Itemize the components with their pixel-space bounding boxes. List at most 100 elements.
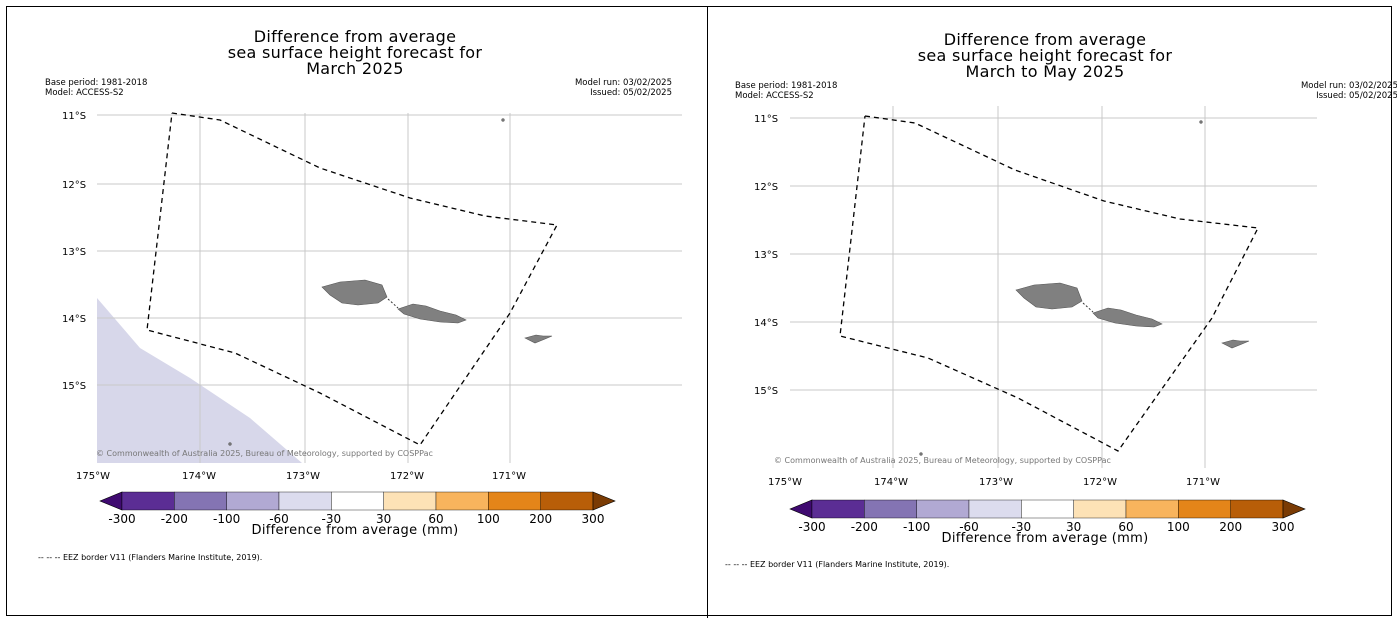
eez-legend-note: -- -- -- EEZ border V11 (Flanders Marine… <box>725 560 950 569</box>
y-tick-label: 11°S <box>62 111 86 122</box>
colorbar-tick-label: -100 <box>903 520 930 534</box>
y-tick-label: 14°S <box>62 314 86 325</box>
colorbar-bin <box>1178 499 1231 519</box>
tutuila-island <box>524 334 553 344</box>
colorbar-bin <box>1021 499 1074 519</box>
small-island-south <box>228 442 232 446</box>
panel-title-line-3: March 2025 <box>306 59 404 78</box>
colorbar-bin <box>1073 499 1127 519</box>
colorbar-tick-label: -200 <box>851 520 878 534</box>
colorbar-tick-label: 100 <box>1167 520 1190 534</box>
small-island <box>1199 120 1203 124</box>
colorbar-tick-label: -300 <box>798 520 825 534</box>
y-tick-label: 12°S <box>62 180 86 191</box>
eez-border <box>839 115 1260 452</box>
y-tick-label: 15°S <box>754 386 778 397</box>
panel-divider <box>707 6 708 618</box>
colorbar-tick-label: -60 <box>269 512 289 526</box>
x-tick-label: 171°W <box>1186 477 1220 488</box>
colorbar-bin <box>811 499 865 519</box>
map-panel-march: Difference from average sea surface heig… <box>10 8 700 578</box>
strait-line <box>1082 302 1094 313</box>
savaii-island <box>321 279 388 306</box>
colorbar-bin <box>1125 499 1179 519</box>
colorbar-extension-low <box>789 499 813 519</box>
panel-title-line-3: March to May 2025 <box>965 62 1125 81</box>
colorbar-bin <box>864 499 917 519</box>
base-period-text: Base period: 1981-2018 <box>45 78 148 88</box>
tutuila-island <box>1221 339 1250 349</box>
figure-frame <box>6 6 1392 616</box>
colorbar-tick-label: -60 <box>959 520 979 534</box>
colorbar-tick-label: 200 <box>529 512 552 526</box>
x-tick-label: 175°W <box>76 471 110 482</box>
x-tick-label: 172°W <box>390 471 424 482</box>
colorbar-bin <box>174 491 227 511</box>
colorbar-bin <box>916 499 970 519</box>
colorbar-extension-high <box>592 491 616 511</box>
x-tick-label: 173°W <box>979 477 1013 488</box>
map-svg: 11°S 12°S 13°S 14°S 15°S 175°W 174°W 173… <box>754 106 1317 534</box>
colorbar-bin <box>488 491 541 511</box>
colorbar-bin <box>540 491 594 511</box>
colorbar-bin <box>968 499 1022 519</box>
colorbar-tick-label: 100 <box>477 512 500 526</box>
colorbar-tick-label: -30 <box>322 512 342 526</box>
colorbar-label: Difference from average (mm) <box>251 523 459 538</box>
eez-legend-note: -- -- -- EEZ border V11 (Flanders Marine… <box>38 553 263 562</box>
colorbar-tick-label: 60 <box>428 512 443 526</box>
y-tick-label: 12°S <box>754 182 778 193</box>
colorbar: -300 -200 -100 -60 -30 30 60 100 200 300 <box>789 499 1306 534</box>
y-tick-label: 15°S <box>62 381 86 392</box>
colorbar-extension-low <box>99 491 123 511</box>
panel-title-line-1: Difference from average <box>943 30 1147 49</box>
colorbar-tick-label: 30 <box>1066 520 1081 534</box>
x-tick-label: 174°W <box>874 477 908 488</box>
colorbar-bin <box>121 491 175 511</box>
x-tick-label: 172°W <box>1083 477 1117 488</box>
x-tick-label: 173°W <box>286 471 320 482</box>
model-run-text: Model run: 03/02/2025 <box>574 78 672 88</box>
issued-text: Issued: 05/02/2025 <box>1316 91 1397 101</box>
colorbar-tick-label: 200 <box>1219 520 1242 534</box>
colorbar-bin <box>278 491 332 511</box>
model-run-text: Model run: 03/02/2025 <box>1300 81 1397 91</box>
colorbar-extension-high <box>1282 499 1306 519</box>
issued-text: Issued: 05/02/2025 <box>590 88 672 98</box>
colorbar-tick-label: -100 <box>213 512 240 526</box>
land-areas <box>228 118 553 446</box>
x-tick-label: 171°W <box>492 471 526 482</box>
gridlines <box>97 113 682 463</box>
copyright-text: © Commonwealth of Australia 2025, Bureau… <box>774 456 1111 465</box>
colorbar-tick-label: 30 <box>376 512 391 526</box>
colorbar-bin <box>435 491 489 511</box>
colorbar-bin <box>383 491 437 511</box>
copyright-text: © Commonwealth of Australia 2025, Bureau… <box>96 449 433 458</box>
x-tick-label: 174°W <box>182 471 216 482</box>
map-svg: 11°S 12°S 13°S 14°S 15°S 175°W 174°W 173… <box>62 111 682 526</box>
colorbar-tick-label: -200 <box>161 512 188 526</box>
land-areas <box>919 120 1250 456</box>
y-tick-label: 13°S <box>754 250 778 261</box>
base-period-text: Base period: 1981-2018 <box>735 81 838 91</box>
anomaly-region <box>97 298 302 463</box>
colorbar-tick-label: -300 <box>108 512 135 526</box>
savaii-island <box>1015 282 1083 310</box>
strait-line <box>387 298 399 309</box>
colorbar-tick-label: 300 <box>1272 520 1295 534</box>
colorbar-tick-label: -30 <box>1012 520 1032 534</box>
y-tick-label: 14°S <box>754 318 778 329</box>
panel-title-line-2: sea surface height forecast for <box>227 43 483 62</box>
model-text: Model: ACCESS-S2 <box>735 91 814 101</box>
model-text: Model: ACCESS-S2 <box>45 88 124 98</box>
small-island-south <box>919 452 923 456</box>
panel-title-line-2: sea surface height forecast for <box>917 46 1173 65</box>
panel-title-line-1: Difference from average <box>253 27 457 46</box>
upolu-island <box>397 303 467 324</box>
y-tick-label: 11°S <box>754 114 778 125</box>
colorbar-bin <box>331 491 384 511</box>
y-tick-label: 13°S <box>62 247 86 258</box>
small-island <box>501 118 505 122</box>
x-tick-label: 175°W <box>768 477 802 488</box>
colorbar: -300 -200 -100 -60 -30 30 60 100 200 300 <box>99 491 616 526</box>
